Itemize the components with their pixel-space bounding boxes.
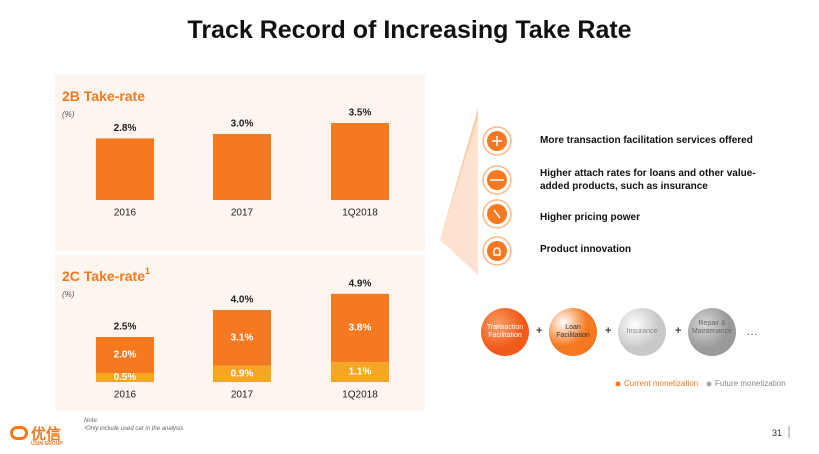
legend-label: Current monetization [624,379,699,388]
value-label: 3.0% [231,119,254,130]
flow-node [618,308,666,356]
flow-node [481,308,529,356]
chart-title: 2C Take-rate1 [62,266,150,283]
bar-segment [213,365,271,382]
x-tick-label: 2017 [231,208,254,219]
bar-segment [331,362,389,382]
x-tick-label: 1Q2018 [342,208,378,219]
wedge [440,108,478,240]
icons [482,126,512,266]
legend-label: Future monetization [715,379,786,388]
flow-label: Repair & Maintenance [691,320,733,335]
logo-name: 优信 [31,426,62,443]
wedge [440,108,478,275]
total-label: 4.0% [231,295,254,306]
charts: 2B Take-rate (%) 2016 2017 1Q2018 2.8% 3.0% 3.5… [62,88,389,401]
unit-label: (%) [62,290,75,299]
driver: Higher pricing power [540,212,641,223]
flow-more: … [746,324,758,338]
driver: More transaction facilitation services o… [540,135,753,146]
chart-title: 2B Take-rate [62,88,145,104]
legend-dot [615,381,621,387]
slide-title: Track Record of Increasing Take Rate [187,16,632,44]
bar-segment [331,293,389,363]
value-label: 3.8% [349,323,372,334]
x-tick-label: 2016 [114,390,137,401]
note-text: ¹Only include used car in the analysis [84,426,184,432]
x-tick-label: 2016 [114,208,137,219]
logo-sub: USIN GROUP [31,441,63,447]
title-superscript: 1 [145,266,150,276]
legend-dot [706,381,712,387]
bar-segment [96,337,154,373]
x-tick-label: 2017 [231,390,254,401]
bar [213,134,271,200]
note-heading: Note: [84,418,99,424]
value-label: 3.5% [349,108,372,119]
flow-label: Transaction Facilitation [486,324,524,339]
flow-label: Insurance [626,328,658,335]
value-label: 1.1% [349,367,372,378]
title-text: 2C Take-rate [62,268,145,284]
logo-mark [10,426,28,440]
driver: Product innovation [540,244,632,255]
flow-plus: + [605,325,612,337]
flow-plus: + [536,325,543,337]
value-label: 3.1% [231,333,254,344]
flow-node [549,308,597,356]
value-label: 0.9% [231,369,254,380]
bar [96,138,154,200]
page-number: 31 [772,428,783,438]
total-label: 4.9% [349,278,372,289]
flow-node [688,308,736,356]
bar-segment [96,373,154,382]
flow-plus: + [675,325,682,337]
flow-label: Loan Facilitation [556,324,590,339]
x-tick-label: 1Q2018 [342,390,378,401]
unit-label: (%) [62,110,75,119]
bar [331,123,389,200]
title-text: 2B Take-rate [62,88,145,104]
total-label: 2.5% [114,322,137,333]
value-label: 2.0% [114,350,137,361]
value-label: 2.8% [114,123,137,134]
driver: Higher attach rates for loans and other … [540,168,756,192]
bar-segment [213,310,271,366]
value-label: 0.5% [114,372,137,383]
